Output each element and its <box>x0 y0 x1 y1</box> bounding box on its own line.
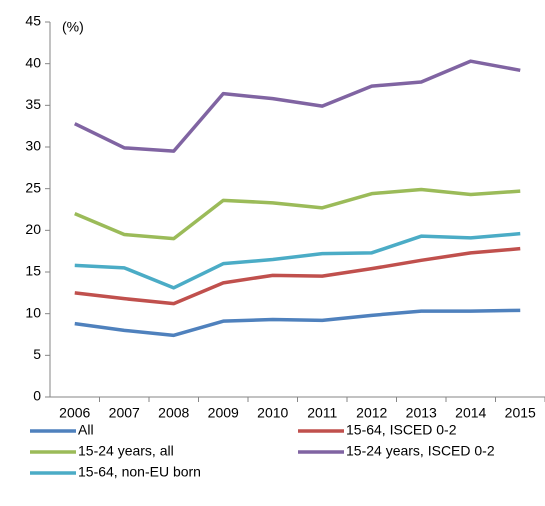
y-tick-label: 40 <box>25 54 41 70</box>
y-tick-label: 10 <box>25 304 41 320</box>
x-tick-label: 2015 <box>505 405 536 421</box>
x-tick-label: 2013 <box>406 405 437 421</box>
legend-label: All <box>78 422 94 438</box>
x-tick-label: 2014 <box>455 405 486 421</box>
x-tick-label: 2006 <box>59 405 90 421</box>
x-tick-label: 2007 <box>109 405 140 421</box>
x-tick-label: 2010 <box>257 405 288 421</box>
legend-label: 15-24 years, ISCED 0-2 <box>346 443 495 459</box>
y-tick-label: 15 <box>25 263 41 279</box>
legend-label: 15-24 years, all <box>78 443 174 459</box>
y-tick-label: 0 <box>33 388 41 404</box>
x-tick-label: 2012 <box>356 405 387 421</box>
series-line <box>74 187 521 241</box>
y-tick-label: 5 <box>33 346 41 362</box>
y-unit-label: (%) <box>62 19 84 35</box>
y-tick-label: 45 <box>25 13 41 29</box>
series-line <box>74 308 521 338</box>
y-tick-label: 25 <box>25 179 41 195</box>
series-line <box>74 246 521 306</box>
y-tick-label: 20 <box>25 221 41 237</box>
y-tick-label: 35 <box>25 96 41 112</box>
x-tick-label: 2008 <box>158 405 189 421</box>
x-tick-label: 2009 <box>208 405 239 421</box>
x-tick-label: 2011 <box>307 405 337 421</box>
series-line <box>73 59 521 153</box>
legend-label: 15-64, ISCED 0-2 <box>346 422 457 438</box>
series-line <box>74 231 521 290</box>
y-tick-label: 30 <box>25 138 41 154</box>
legend-label: 15-64, non-EU born <box>78 464 201 480</box>
